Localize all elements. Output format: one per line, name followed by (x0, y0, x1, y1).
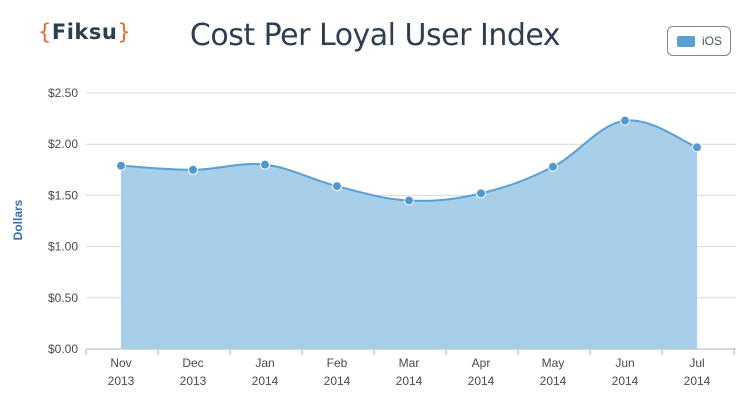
x-tick-label-month: Nov (110, 356, 131, 370)
data-point (548, 161, 558, 172)
data-point (116, 160, 126, 171)
legend-label-ios: iOS (702, 34, 723, 48)
chart-title: Cost Per Loyal User Index (189, 18, 561, 53)
x-tick-label-year: 2014 (252, 374, 279, 388)
y-tick-label: $1.50 (48, 188, 78, 202)
x-tick-label-month: Jan (255, 356, 274, 370)
data-point (260, 159, 270, 170)
logo-brace-close: } (117, 20, 132, 44)
legend-swatch (677, 35, 695, 47)
x-tick-label-month: Apr (472, 356, 491, 370)
x-tick-label-month: Feb (327, 356, 348, 370)
x-tick-label-month: Mar (399, 356, 420, 370)
logo-text: Fiksu (51, 20, 118, 44)
x-tick-label-year: 2014 (324, 374, 351, 388)
x-tick-label-year: 2014 (468, 374, 495, 388)
x-tick-label-month: Dec (182, 356, 203, 370)
x-tick-label-year: 2014 (540, 374, 567, 388)
x-tick-label-year: 2013 (108, 374, 135, 388)
data-point (404, 195, 414, 206)
data-point (188, 164, 198, 175)
y-tick-label: $0.50 (48, 291, 78, 305)
x-tick-label-month: May (542, 356, 565, 370)
data-point (332, 181, 342, 192)
fiksu-logo: {Fiksu} (38, 20, 131, 44)
y-tick-label: $2.00 (48, 137, 78, 151)
series-area-ios (121, 120, 697, 349)
x-tick-label-year: 2014 (684, 374, 711, 388)
y-tick-label: $1.00 (48, 240, 78, 254)
y-tick-label: $2.50 (48, 86, 78, 100)
legend[interactable]: iOS (667, 26, 731, 56)
data-point (620, 115, 630, 126)
data-point (692, 142, 702, 153)
x-tick-label-year: 2014 (396, 374, 423, 388)
x-tick-label-year: 2013 (180, 374, 207, 388)
x-tick-label-month: Jul (689, 356, 704, 370)
data-point (476, 188, 486, 199)
logo-brace-open: { (38, 20, 52, 44)
y-tick-label: $0.00 (48, 342, 78, 356)
x-tick-label-month: Jun (615, 356, 634, 370)
x-tick-label-year: 2014 (612, 374, 639, 388)
